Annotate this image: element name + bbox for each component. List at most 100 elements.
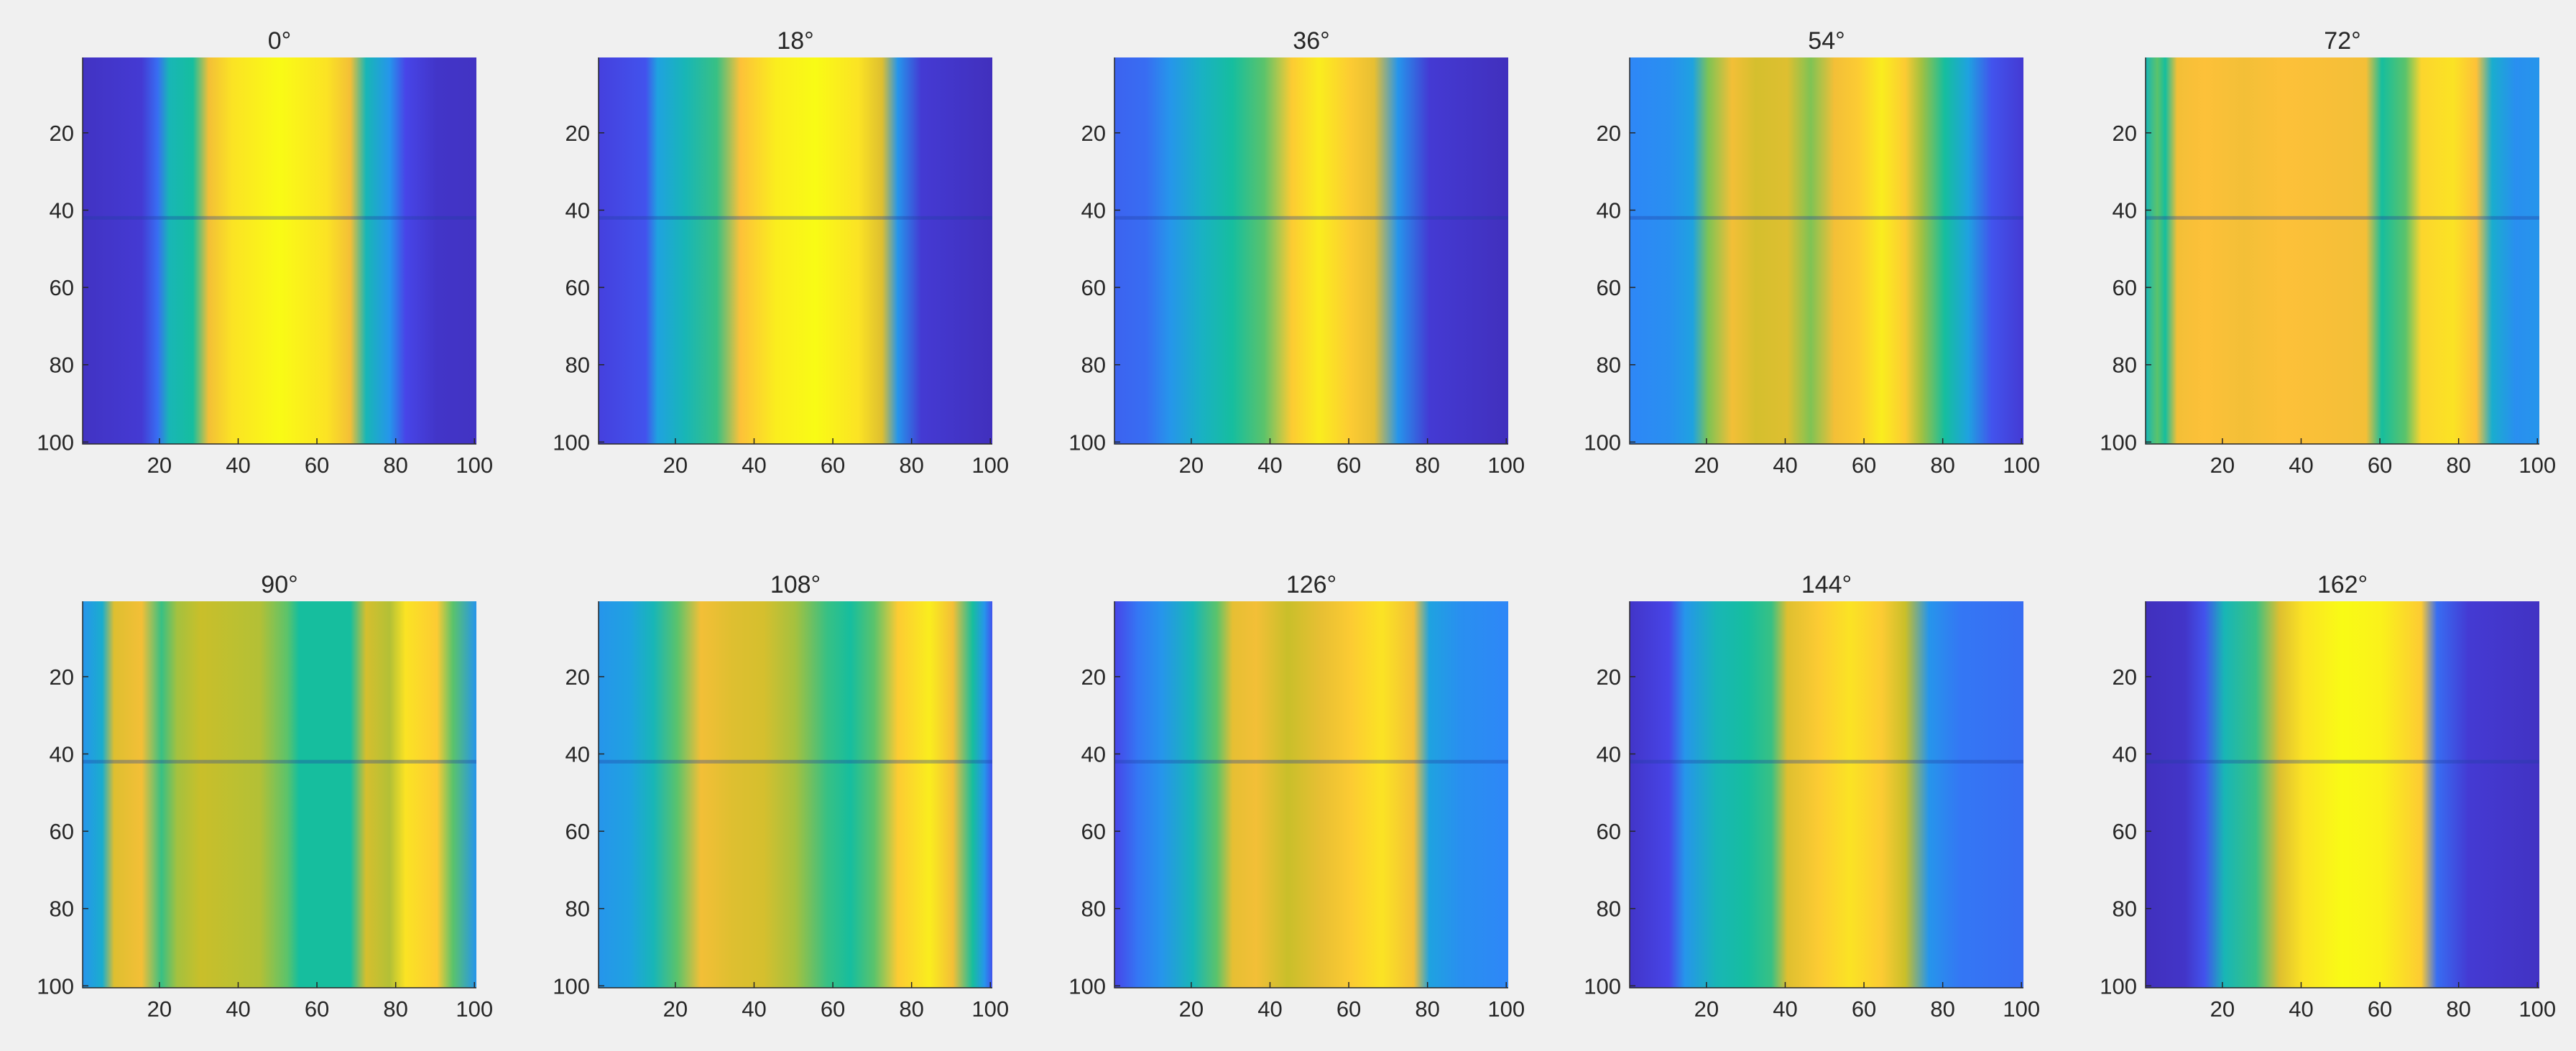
y-tick-label: 100 (1584, 430, 1621, 455)
x-tick-label: 20 (663, 453, 688, 478)
row-band (83, 759, 476, 764)
x-tick-label: 40 (226, 996, 250, 1022)
x-tick-label: 100 (2003, 996, 2040, 1022)
x-tick-label: 40 (2289, 453, 2313, 478)
panel-7: 126° 20 40 60 80 100 20 40 60 80 100 (1068, 571, 1525, 1022)
axes-frame (1629, 57, 2023, 445)
y-tick-label: 20 (1597, 121, 1621, 146)
y-tick-label: 80 (50, 897, 74, 922)
panel-0: 0° 20 40 60 80 100 20 40 60 80 100 (37, 27, 493, 478)
x-tick-label: 80 (383, 453, 407, 478)
y-tick-label: 80 (1597, 897, 1621, 922)
y-tick-label: 60 (50, 275, 74, 300)
y-tick-label: 100 (2100, 973, 2137, 999)
x-tick-label: 80 (1415, 996, 1439, 1022)
y-tick-label: 20 (1597, 665, 1621, 690)
y-tick-label: 60 (565, 275, 590, 300)
x-tick-label: 60 (1852, 453, 1876, 478)
panel-3: 54° 20 40 60 80 100 20 40 60 80 100 (1584, 27, 2040, 478)
row-band (1630, 216, 2023, 220)
y-tick-label: 20 (2113, 121, 2137, 146)
y-tick-label: 100 (1584, 973, 1621, 999)
panel-title: 72° (2324, 27, 2360, 55)
x-tick-label: 40 (1257, 996, 1282, 1022)
y-tick-label: 40 (1597, 742, 1621, 767)
panel-title: 90° (261, 571, 297, 598)
heatmap-image (1114, 57, 1508, 444)
y-tick-label: 60 (1597, 819, 1621, 844)
x-tick-label: 60 (821, 996, 845, 1022)
row-band (2146, 759, 2539, 764)
panel-title: 162° (2317, 571, 2368, 598)
y-tick-label: 40 (50, 198, 74, 223)
x-tick-label: 80 (899, 453, 923, 478)
y-tick-label: 40 (50, 742, 74, 767)
x-tick-label: 20 (147, 453, 172, 478)
y-tick-label: 100 (1068, 430, 1106, 455)
x-tick-label: 100 (2519, 996, 2556, 1022)
axes-frame (1114, 57, 1508, 445)
y-tick-label: 20 (1081, 121, 1106, 146)
x-tick-label: 40 (1773, 996, 1797, 1022)
y-tick-label: 40 (1081, 198, 1106, 223)
panel-title: 144° (1801, 571, 1852, 598)
y-tick-label: 100 (37, 973, 74, 999)
axes-frame (598, 57, 992, 445)
x-tick-label: 20 (2210, 996, 2235, 1022)
axes-frame (2145, 57, 2539, 445)
row-band (1114, 216, 1508, 220)
row-band (599, 216, 992, 220)
axes-frame (1114, 601, 1508, 989)
x-tick-label: 80 (1415, 453, 1439, 478)
y-tick-label: 60 (1081, 819, 1106, 844)
y-tick-label: 20 (1081, 665, 1106, 690)
heatmap-image (599, 601, 992, 988)
x-tick-label: 20 (2210, 453, 2235, 478)
y-tick-label: 60 (50, 819, 74, 844)
y-tick-label: 40 (1597, 198, 1621, 223)
heatmap-image (1630, 601, 2023, 988)
x-tick-label: 80 (383, 996, 407, 1022)
axes-frame (82, 57, 476, 445)
y-tick-label: 60 (1597, 275, 1621, 300)
row-band (1630, 759, 2023, 764)
x-tick-label: 100 (971, 996, 1009, 1022)
y-tick-label: 20 (565, 121, 590, 146)
x-tick-label: 80 (899, 996, 923, 1022)
panel-2: 36° 20 40 60 80 100 20 40 60 80 100 (1068, 27, 1525, 478)
x-tick-label: 20 (1694, 996, 1719, 1022)
axes-frame (1629, 601, 2023, 989)
y-tick-label: 80 (50, 353, 74, 378)
heatmap-image (83, 57, 476, 444)
x-tick-label: 60 (1337, 996, 1361, 1022)
x-tick-label: 100 (2519, 453, 2556, 478)
heatmap-image (2146, 57, 2539, 444)
x-tick-label: 100 (456, 453, 493, 478)
panel-6: 108° 20 40 60 80 100 20 40 60 80 100 (553, 571, 1009, 1022)
panel-title: 54° (1808, 27, 1845, 55)
x-tick-label: 80 (1930, 996, 1954, 1022)
panel-title: 36° (1293, 27, 1329, 55)
panel-title: 126° (1286, 571, 1337, 598)
y-tick-label: 40 (565, 198, 590, 223)
x-tick-label: 80 (1930, 453, 1954, 478)
x-tick-label: 20 (1694, 453, 1719, 478)
x-tick-label: 80 (2446, 996, 2470, 1022)
panel-1: 18° 20 40 60 80 100 20 40 60 80 100 (553, 27, 1009, 478)
y-tick-label: 80 (2113, 353, 2137, 378)
x-tick-label: 60 (1852, 996, 1876, 1022)
y-tick-label: 60 (2113, 275, 2137, 300)
y-tick-label: 40 (2113, 742, 2137, 767)
x-tick-label: 40 (226, 453, 250, 478)
x-tick-label: 60 (2368, 996, 2392, 1022)
x-tick-label: 40 (742, 996, 766, 1022)
y-tick-label: 20 (50, 121, 74, 146)
x-tick-label: 60 (305, 453, 329, 478)
y-tick-label: 80 (1081, 353, 1106, 378)
panel-4: 72° 20 40 60 80 100 20 40 60 80 100 (2100, 27, 2556, 478)
row-band (2146, 216, 2539, 220)
row-band (83, 216, 476, 220)
axes-frame (598, 601, 992, 989)
x-tick-label: 60 (821, 453, 845, 478)
